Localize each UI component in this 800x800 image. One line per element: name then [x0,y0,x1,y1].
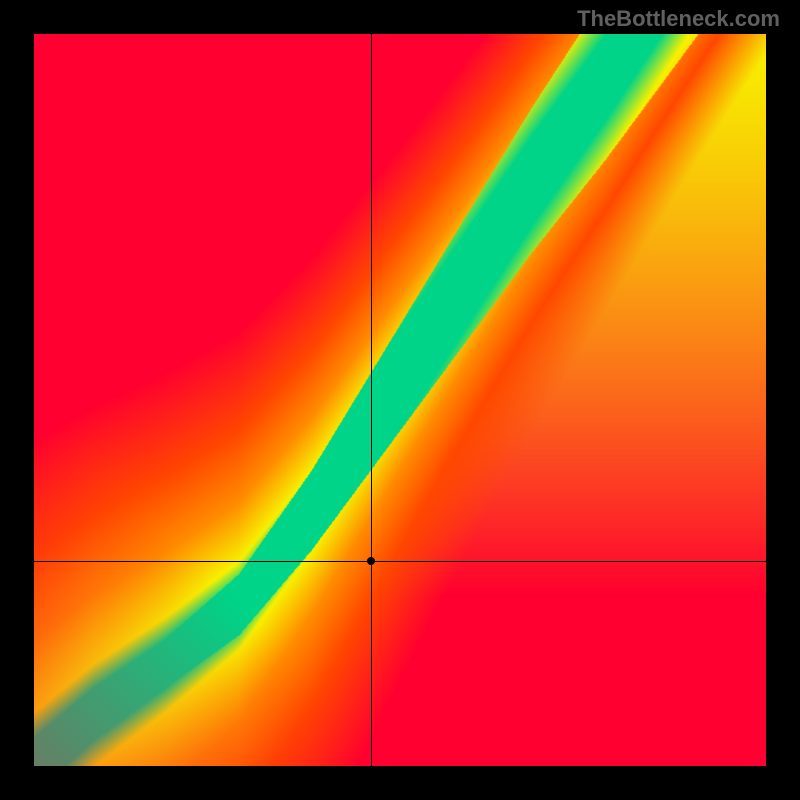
crosshair-vertical [371,34,372,766]
crosshair-horizontal [34,561,766,562]
heatmap-plot [34,34,766,766]
heatmap-canvas [34,34,766,766]
chart-container: TheBottleneck.com [0,0,800,800]
crosshair-marker [367,557,375,565]
watermark-text: TheBottleneck.com [577,6,780,32]
